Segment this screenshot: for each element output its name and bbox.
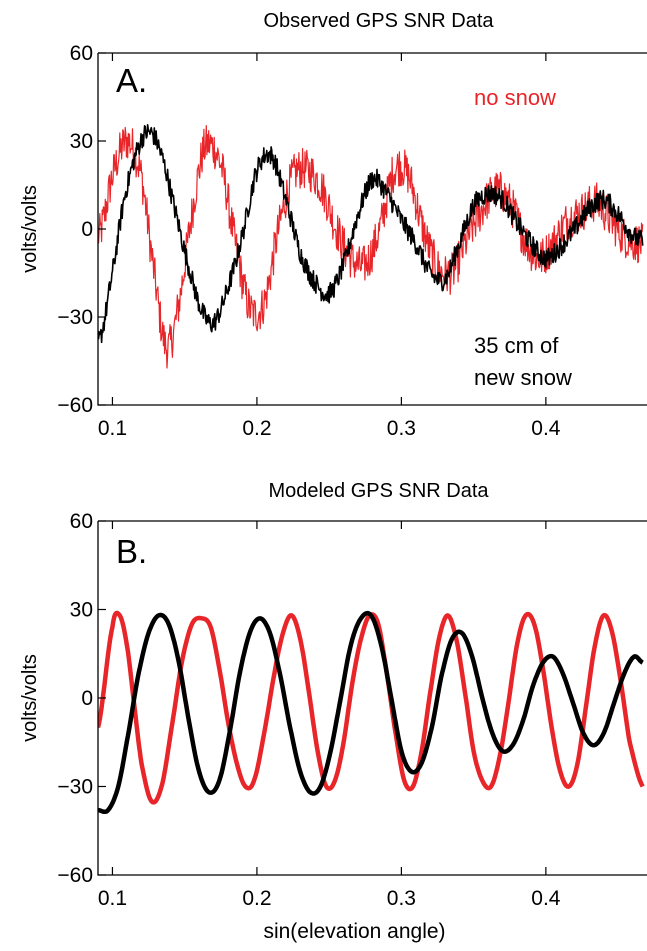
x-tick-label: 0.3: [387, 887, 416, 910]
y-axis-label: volts/volts: [19, 185, 41, 273]
y-tick-label: 60: [70, 510, 93, 533]
y-tick-label: 0: [81, 687, 93, 710]
panel-label: A.: [116, 62, 147, 99]
y-tick-label: −30: [57, 776, 93, 799]
x-tick-label: 0.3: [387, 417, 416, 440]
x-tick-label: 0.1: [98, 887, 127, 910]
annotation-label: 35 cm of: [474, 333, 559, 358]
x-axis-label: sin(elevation angle): [263, 920, 445, 943]
series-line-red: [98, 610, 645, 805]
annotation-label: no snow: [474, 85, 556, 110]
y-tick-label: 30: [70, 599, 93, 622]
x-tick-label: 0.4: [531, 887, 561, 910]
y-tick-label: 30: [70, 130, 93, 153]
chart-title: Observed GPS SNR Data: [263, 10, 494, 32]
panel-label: B.: [116, 533, 147, 570]
y-tick-label: −60: [57, 394, 93, 417]
y-tick-label: 60: [70, 42, 93, 65]
series-line-black: [98, 124, 644, 344]
y-tick-label: 0: [81, 218, 93, 241]
series-line-red: [98, 125, 644, 369]
y-tick-label: −30: [57, 306, 93, 329]
y-tick-label: −60: [57, 864, 93, 887]
series-line-black: [98, 610, 645, 815]
panel-a: Observed GPS SNR Data 60 30 0 −30 −600.1 0.2 0.…: [19, 10, 647, 440]
axes-frame: [97, 520, 647, 876]
x-tick-label: 0.2: [242, 887, 271, 910]
chart-title: Modeled GPS SNR Data: [268, 480, 489, 502]
x-tick-label: 0.4: [531, 417, 561, 440]
panel-b: Modeled GPS SNR Data 60 30 0 −30 −600.1 0.2 0.3…: [19, 480, 647, 943]
y-axis-label: volts/volts: [19, 654, 41, 742]
annotation-label: new snow: [474, 365, 572, 390]
x-tick-label: 0.2: [242, 417, 271, 440]
x-tick-label: 0.1: [98, 417, 127, 440]
